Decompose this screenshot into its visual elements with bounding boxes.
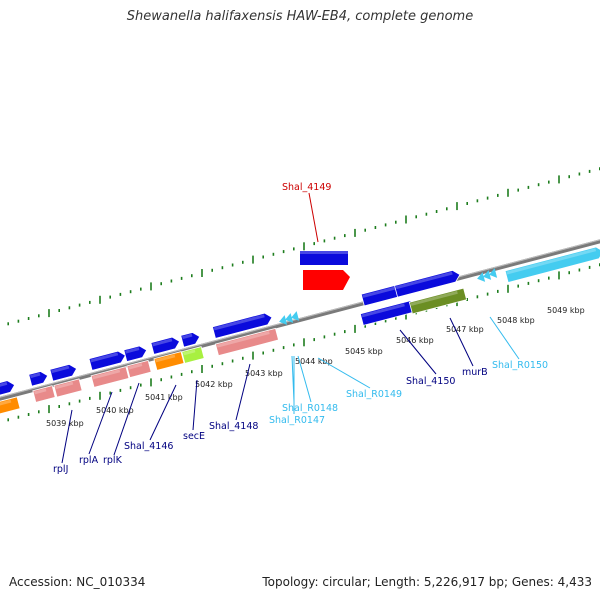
label-leaders [61, 192, 520, 464]
cds-feature[interactable] [150, 336, 181, 355]
trna-feature[interactable] [476, 272, 486, 283]
topology-text: Topology: circular; Length: 5,226,917 bp… [262, 575, 592, 589]
gene-label-rplk[interactable]: rplK [103, 455, 123, 466]
cds-feature[interactable] [153, 351, 185, 371]
kbp-label: 5044 kbp [295, 357, 333, 366]
kbp-label: 5041 kbp [145, 393, 183, 402]
cds-feature[interactable] [88, 350, 127, 371]
feature-track [0, 246, 600, 416]
kbp-scale: 5039 kbp 5040 kbp 5041 kbp 5042 kbp 5043… [46, 306, 585, 428]
kbp-label: 5040 kbp [96, 406, 134, 415]
cds-feature[interactable] [211, 312, 273, 339]
cds-feature[interactable] [180, 331, 201, 348]
gene-label-shal-4148[interactable]: Shal_4148 [209, 421, 258, 432]
kbp-label: 5042 kbp [195, 380, 233, 389]
gene-label-shal-4146[interactable]: Shal_4146 [124, 441, 173, 452]
cds-feature[interactable] [28, 370, 49, 387]
cds-feature-shal-4149[interactable] [300, 251, 350, 290]
gene-label-shal-r0149[interactable]: Shal_R0149 [346, 389, 402, 400]
kbp-label: 5039 kbp [46, 419, 84, 428]
cds-feature[interactable] [408, 287, 468, 315]
trna-feature[interactable] [284, 313, 294, 324]
trna-feature[interactable] [278, 315, 288, 326]
cds-feature[interactable] [181, 346, 205, 364]
kbp-label: 5048 kbp [497, 316, 535, 325]
gene-labels: Shal_4149 rplJ rplA rplK Shal_4146 secE … [53, 182, 548, 475]
gene-label-rplj[interactable]: rplJ [53, 464, 68, 475]
cds-feature[interactable] [90, 366, 130, 388]
cds-feature[interactable] [394, 269, 462, 298]
gene-label-rpla[interactable]: rplA [79, 455, 99, 466]
cds-feature[interactable] [215, 327, 279, 357]
trna-feature[interactable] [504, 246, 600, 283]
cds-feature[interactable] [126, 359, 152, 379]
kbp-label: 5043 kbp [245, 369, 283, 378]
gene-label-shal-r0150[interactable]: Shal_R0150 [492, 360, 548, 371]
gene-label-sece[interactable]: secE [183, 431, 205, 442]
genome-backbone [0, 239, 600, 401]
cds-feature[interactable] [32, 385, 56, 403]
gene-label-shal-4150[interactable]: Shal_4150 [406, 376, 455, 387]
genome-title: Shewanella halifaxensis HAW-EB4, complet… [126, 9, 474, 24]
kbp-label: 5049 kbp [547, 306, 585, 315]
cds-feature[interactable] [49, 363, 78, 382]
cds-feature[interactable] [123, 344, 148, 363]
kbp-label: 5045 kbp [345, 347, 383, 356]
gene-label-murb[interactable]: murB [462, 367, 488, 378]
gene-label-shal-r0147[interactable]: Shal_R0147 [269, 415, 325, 426]
gene-label-shal-4149[interactable]: Shal_4149 [282, 182, 331, 193]
trna-feature[interactable] [290, 311, 300, 322]
kbp-label: 5047 kbp [446, 325, 484, 334]
cds-feature[interactable] [0, 379, 16, 398]
cds-feature[interactable] [53, 378, 83, 398]
cds-feature[interactable] [0, 396, 21, 416]
gene-label-shal-r0148[interactable]: Shal_R0148 [282, 403, 338, 414]
kbp-label: 5046 kbp [396, 336, 434, 345]
trna-feature[interactable] [488, 268, 498, 279]
accession-text: Accession: NC_010334 [9, 575, 146, 589]
trna-feature[interactable] [482, 270, 492, 281]
